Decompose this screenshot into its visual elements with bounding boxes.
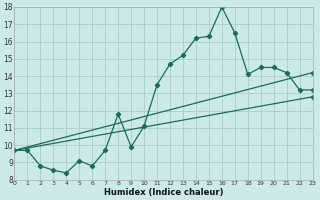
X-axis label: Humidex (Indice chaleur): Humidex (Indice chaleur) [104,188,223,197]
